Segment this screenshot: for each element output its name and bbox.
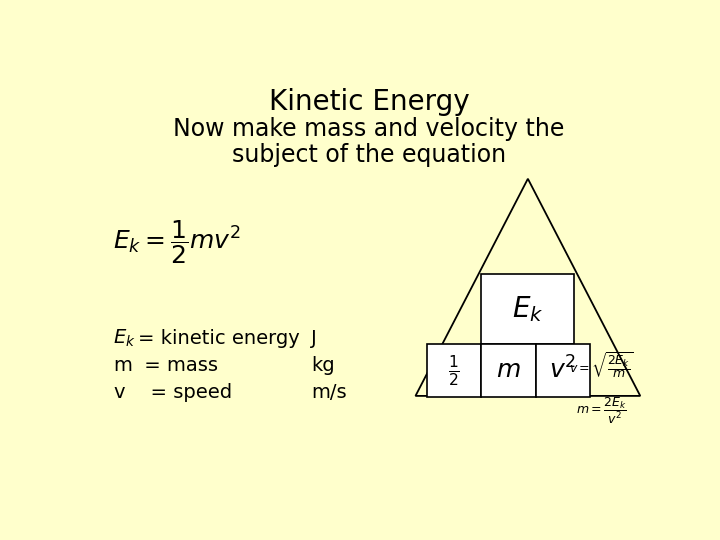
Text: $v^2$: $v^2$ xyxy=(549,357,577,384)
Text: $v = \sqrt{\dfrac{2E_k}{m}}$: $v = \sqrt{\dfrac{2E_k}{m}}$ xyxy=(570,350,634,380)
Text: m/s: m/s xyxy=(311,382,346,402)
Text: $E_k = \dfrac{1}{2}mv^2$: $E_k = \dfrac{1}{2}mv^2$ xyxy=(113,218,241,266)
Text: $E_k$: $E_k$ xyxy=(113,327,136,349)
Text: = mass: = mass xyxy=(138,356,218,375)
Text: Kinetic Energy: Kinetic Energy xyxy=(269,88,469,116)
Text: $m$: $m$ xyxy=(496,359,521,382)
Text: m: m xyxy=(113,356,132,375)
Text: subject of the equation: subject of the equation xyxy=(232,143,506,167)
Text: $\frac{1}{2}$: $\frac{1}{2}$ xyxy=(449,353,460,388)
Text: v: v xyxy=(113,382,125,402)
Text: kg: kg xyxy=(311,356,335,375)
Bar xyxy=(427,343,482,397)
Bar xyxy=(482,343,536,397)
Polygon shape xyxy=(415,179,640,396)
Bar xyxy=(482,274,575,343)
Text: $E_k$: $E_k$ xyxy=(512,294,544,324)
Bar xyxy=(536,343,590,397)
Text: $m = \dfrac{2E_k}{v^2}$: $m = \dfrac{2E_k}{v^2}$ xyxy=(576,396,627,427)
Text: = speed: = speed xyxy=(138,382,232,402)
Text: J: J xyxy=(311,329,317,348)
Text: = kinetic energy: = kinetic energy xyxy=(138,329,300,348)
Text: Now make mass and velocity the: Now make mass and velocity the xyxy=(174,117,564,141)
